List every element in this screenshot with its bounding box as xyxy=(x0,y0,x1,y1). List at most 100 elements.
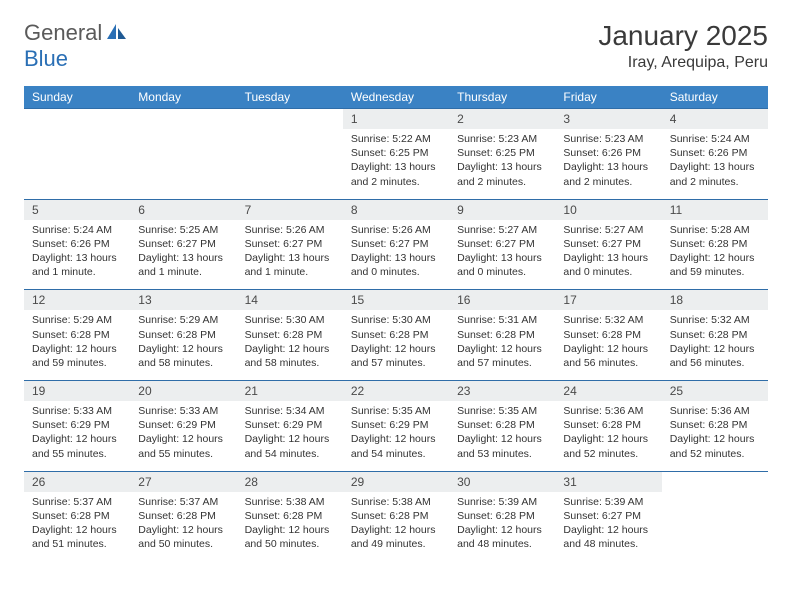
day-number: 1 xyxy=(343,109,449,130)
day-number: 5 xyxy=(24,199,130,220)
daylight-text: Daylight: 13 hours and 1 minute. xyxy=(138,251,228,279)
col-monday: Monday xyxy=(130,86,236,109)
week-content-row: Sunrise: 5:33 AMSunset: 6:29 PMDaylight:… xyxy=(24,401,768,471)
day-content: Sunrise: 5:36 AMSunset: 6:28 PMDaylight:… xyxy=(662,401,768,471)
calendar-body: 1234Sunrise: 5:22 AMSunset: 6:25 PMDayli… xyxy=(24,109,768,562)
brand-text-blue: Blue xyxy=(24,46,68,71)
day-header-row: Sunday Monday Tuesday Wednesday Thursday… xyxy=(24,86,768,109)
col-thursday: Thursday xyxy=(449,86,555,109)
sunset-text: Sunset: 6:28 PM xyxy=(457,328,547,342)
daylight-text: Daylight: 12 hours and 59 minutes. xyxy=(32,342,122,370)
day-number xyxy=(237,109,343,130)
day-number: 10 xyxy=(555,199,661,220)
daylight-text: Daylight: 12 hours and 50 minutes. xyxy=(245,523,335,551)
sunset-text: Sunset: 6:28 PM xyxy=(670,418,760,432)
sunrise-text: Sunrise: 5:23 AM xyxy=(457,132,547,146)
day-content: Sunrise: 5:29 AMSunset: 6:28 PMDaylight:… xyxy=(24,310,130,380)
daylight-text: Daylight: 13 hours and 0 minutes. xyxy=(457,251,547,279)
day-number: 30 xyxy=(449,471,555,492)
col-friday: Friday xyxy=(555,86,661,109)
sunset-text: Sunset: 6:28 PM xyxy=(457,418,547,432)
sunset-text: Sunset: 6:26 PM xyxy=(32,237,122,251)
day-content xyxy=(662,492,768,562)
daylight-text: Daylight: 12 hours and 52 minutes. xyxy=(670,432,760,460)
day-content: Sunrise: 5:34 AMSunset: 6:29 PMDaylight:… xyxy=(237,401,343,471)
sunrise-text: Sunrise: 5:35 AM xyxy=(457,404,547,418)
day-content: Sunrise: 5:24 AMSunset: 6:26 PMDaylight:… xyxy=(662,129,768,199)
day-number: 23 xyxy=(449,381,555,402)
sunset-text: Sunset: 6:28 PM xyxy=(563,328,653,342)
day-number xyxy=(24,109,130,130)
week-number-row: 19202122232425 xyxy=(24,381,768,402)
day-content: Sunrise: 5:24 AMSunset: 6:26 PMDaylight:… xyxy=(24,220,130,290)
sunset-text: Sunset: 6:29 PM xyxy=(138,418,228,432)
day-content: Sunrise: 5:35 AMSunset: 6:28 PMDaylight:… xyxy=(449,401,555,471)
day-content: Sunrise: 5:38 AMSunset: 6:28 PMDaylight:… xyxy=(237,492,343,562)
sunrise-text: Sunrise: 5:31 AM xyxy=(457,313,547,327)
day-number: 3 xyxy=(555,109,661,130)
sunrise-text: Sunrise: 5:24 AM xyxy=(32,223,122,237)
daylight-text: Daylight: 13 hours and 1 minute. xyxy=(32,251,122,279)
daylight-text: Daylight: 12 hours and 48 minutes. xyxy=(457,523,547,551)
calendar-table: Sunday Monday Tuesday Wednesday Thursday… xyxy=(24,86,768,561)
sunrise-text: Sunrise: 5:35 AM xyxy=(351,404,441,418)
daylight-text: Daylight: 12 hours and 54 minutes. xyxy=(351,432,441,460)
week-content-row: Sunrise: 5:29 AMSunset: 6:28 PMDaylight:… xyxy=(24,310,768,380)
day-number: 22 xyxy=(343,381,449,402)
day-number: 27 xyxy=(130,471,236,492)
daylight-text: Daylight: 12 hours and 59 minutes. xyxy=(670,251,760,279)
week-number-row: 12131415161718 xyxy=(24,290,768,311)
sunrise-text: Sunrise: 5:39 AM xyxy=(457,495,547,509)
week-content-row: Sunrise: 5:22 AMSunset: 6:25 PMDaylight:… xyxy=(24,129,768,199)
day-content: Sunrise: 5:31 AMSunset: 6:28 PMDaylight:… xyxy=(449,310,555,380)
sunrise-text: Sunrise: 5:24 AM xyxy=(670,132,760,146)
daylight-text: Daylight: 12 hours and 55 minutes. xyxy=(138,432,228,460)
daylight-text: Daylight: 12 hours and 58 minutes. xyxy=(138,342,228,370)
day-number: 24 xyxy=(555,381,661,402)
sunset-text: Sunset: 6:25 PM xyxy=(457,146,547,160)
day-number: 19 xyxy=(24,381,130,402)
day-number: 2 xyxy=(449,109,555,130)
day-number: 18 xyxy=(662,290,768,311)
title-block: January 2025 Iray, Arequipa, Peru xyxy=(598,20,768,72)
brand-sail-icon xyxy=(106,22,128,45)
location-text: Iray, Arequipa, Peru xyxy=(598,54,768,72)
day-content: Sunrise: 5:27 AMSunset: 6:27 PMDaylight:… xyxy=(449,220,555,290)
sunset-text: Sunset: 6:27 PM xyxy=(351,237,441,251)
day-number: 6 xyxy=(130,199,236,220)
day-number: 21 xyxy=(237,381,343,402)
sunrise-text: Sunrise: 5:32 AM xyxy=(670,313,760,327)
day-content: Sunrise: 5:25 AMSunset: 6:27 PMDaylight:… xyxy=(130,220,236,290)
sunrise-text: Sunrise: 5:30 AM xyxy=(351,313,441,327)
day-number: 16 xyxy=(449,290,555,311)
sunset-text: Sunset: 6:26 PM xyxy=(670,146,760,160)
day-number xyxy=(130,109,236,130)
day-number xyxy=(662,471,768,492)
sunrise-text: Sunrise: 5:38 AM xyxy=(351,495,441,509)
sunset-text: Sunset: 6:28 PM xyxy=(563,418,653,432)
sunset-text: Sunset: 6:29 PM xyxy=(351,418,441,432)
sunset-text: Sunset: 6:27 PM xyxy=(245,237,335,251)
daylight-text: Daylight: 12 hours and 56 minutes. xyxy=(563,342,653,370)
week-number-row: 262728293031 xyxy=(24,471,768,492)
sunrise-text: Sunrise: 5:33 AM xyxy=(32,404,122,418)
sunset-text: Sunset: 6:27 PM xyxy=(563,237,653,251)
sunset-text: Sunset: 6:28 PM xyxy=(32,328,122,342)
daylight-text: Daylight: 13 hours and 2 minutes. xyxy=(563,160,653,188)
day-content: Sunrise: 5:23 AMSunset: 6:25 PMDaylight:… xyxy=(449,129,555,199)
daylight-text: Daylight: 12 hours and 58 minutes. xyxy=(245,342,335,370)
week-content-row: Sunrise: 5:24 AMSunset: 6:26 PMDaylight:… xyxy=(24,220,768,290)
daylight-text: Daylight: 12 hours and 50 minutes. xyxy=(138,523,228,551)
sunrise-text: Sunrise: 5:37 AM xyxy=(32,495,122,509)
sunset-text: Sunset: 6:28 PM xyxy=(32,509,122,523)
day-number: 29 xyxy=(343,471,449,492)
month-title: January 2025 xyxy=(598,20,768,52)
sunrise-text: Sunrise: 5:28 AM xyxy=(670,223,760,237)
sunset-text: Sunset: 6:29 PM xyxy=(245,418,335,432)
day-number: 9 xyxy=(449,199,555,220)
day-content: Sunrise: 5:23 AMSunset: 6:26 PMDaylight:… xyxy=(555,129,661,199)
day-number: 15 xyxy=(343,290,449,311)
day-content: Sunrise: 5:36 AMSunset: 6:28 PMDaylight:… xyxy=(555,401,661,471)
day-content: Sunrise: 5:29 AMSunset: 6:28 PMDaylight:… xyxy=(130,310,236,380)
sunrise-text: Sunrise: 5:36 AM xyxy=(670,404,760,418)
